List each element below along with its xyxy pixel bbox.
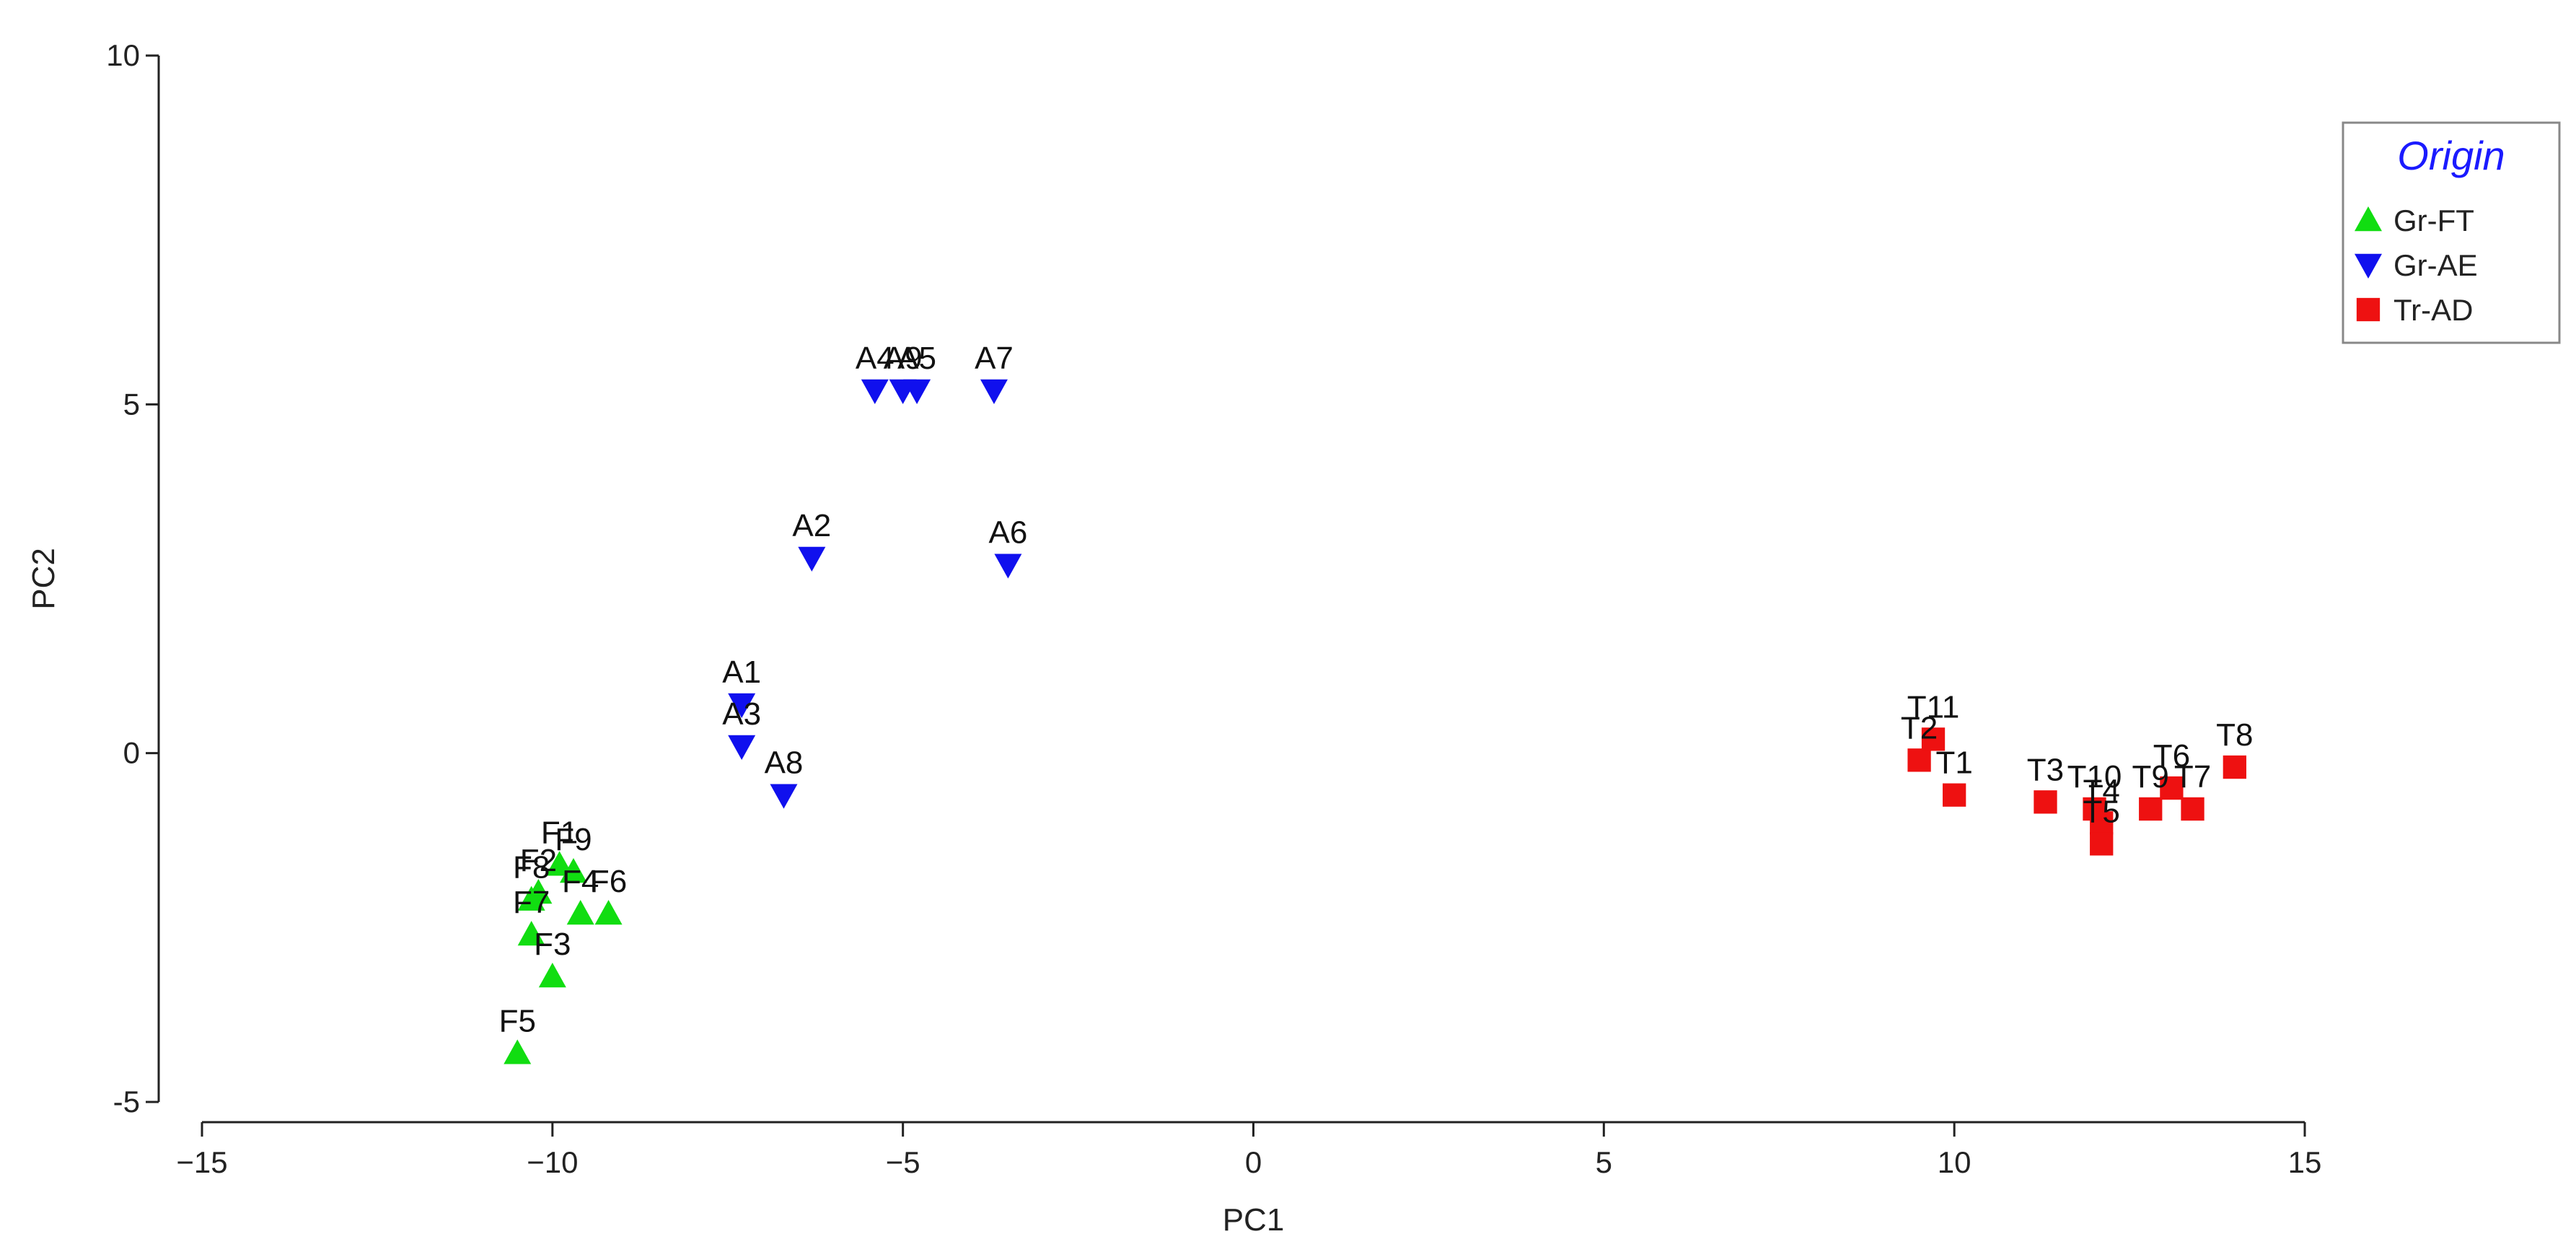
- point-label-a8: A8: [765, 745, 804, 781]
- data-point-f1: [545, 851, 573, 876]
- point-label-a7: A7: [975, 341, 1014, 376]
- point-label-f6: F6: [590, 864, 627, 899]
- point-label-f3: F3: [534, 927, 571, 962]
- point-label-t7: T7: [2174, 759, 2211, 795]
- data-point-t11: [1921, 727, 1946, 751]
- data-point-t6: [2160, 776, 2184, 800]
- y-tick-label: 10: [106, 38, 140, 72]
- data-point-a9: [889, 379, 917, 404]
- legend-label-gr-ft: Gr-FT: [2393, 204, 2474, 237]
- point-label-a5: A5: [897, 341, 936, 376]
- data-point-t1: [1943, 783, 1966, 807]
- point-label-t5: T5: [2083, 794, 2120, 829]
- data-point-f5: [504, 1039, 532, 1064]
- y-axis-title: PC2: [26, 548, 61, 610]
- data-point-a2: [798, 546, 826, 572]
- x-tick-label: 15: [2288, 1145, 2322, 1179]
- point-label-a3: A3: [722, 696, 761, 732]
- data-point-a1: [728, 693, 756, 718]
- x-tick-label: −5: [886, 1145, 920, 1179]
- point-label-a4: A4: [856, 341, 894, 376]
- data-point-f6: [594, 900, 623, 925]
- legend-label-gr-ae: Gr-AE: [2393, 248, 2478, 282]
- y-tick-label: -5: [113, 1085, 140, 1119]
- data-point-t10: [2083, 797, 2106, 821]
- point-label-f4: F4: [562, 864, 599, 899]
- point-label-f7: F7: [513, 885, 550, 920]
- legend-marker-tr-ad: [2356, 297, 2381, 322]
- data-point-t9: [2139, 797, 2163, 821]
- legend-label-tr-ad: Tr-AD: [2393, 293, 2473, 327]
- legend-items: Gr-FT Gr-AE Tr-AD: [2355, 204, 2478, 327]
- point-label-f1: F1: [541, 815, 578, 850]
- data-point-t7: [2181, 797, 2204, 821]
- point-label-t4: T4: [2083, 773, 2120, 808]
- point-label-a2: A2: [792, 508, 831, 543]
- data-point-t8: [2223, 755, 2246, 779]
- point-label-f9: F9: [555, 822, 592, 857]
- data-points: [504, 379, 2246, 1064]
- point-label-t6: T6: [2153, 738, 2190, 774]
- point-label-t11: T11: [1907, 689, 1960, 725]
- data-point-f4: [566, 900, 594, 925]
- y-tick-label: 0: [123, 736, 140, 770]
- y-tick-label: 5: [123, 387, 140, 421]
- data-point-a8: [770, 784, 798, 809]
- point-label-t8: T8: [2216, 717, 2253, 753]
- data-point-a7: [980, 379, 1008, 404]
- x-tick-label: 0: [1245, 1145, 1262, 1179]
- x-tick-label: −10: [527, 1145, 578, 1179]
- data-point-a6: [994, 554, 1022, 579]
- data-point-t3: [2034, 790, 2057, 814]
- data-point-t2: [1907, 748, 1931, 772]
- point-label-a9: A9: [884, 341, 923, 376]
- point-label-a1: A1: [722, 655, 761, 690]
- data-point-f3: [538, 963, 566, 988]
- point-label-t9: T9: [2132, 759, 2169, 795]
- x-tick-label: 10: [1938, 1145, 1971, 1179]
- point-label-t1: T1: [1935, 745, 1972, 781]
- point-label-f8: F8: [513, 850, 550, 885]
- point-label-f5: F5: [499, 1003, 536, 1038]
- data-point-a4: [861, 379, 889, 404]
- legend-marker-gr-ae: [2355, 253, 2382, 279]
- point-label-t10: T10: [2067, 759, 2122, 795]
- legend-marker-gr-ft: [2355, 206, 2382, 232]
- data-point-f8: [517, 885, 545, 911]
- legend-title: Origin: [2397, 133, 2505, 178]
- data-point-f7: [517, 921, 545, 946]
- y-axis-ticks: -5 0 5 10: [106, 38, 159, 1119]
- x-axis-title: PC1: [1223, 1202, 1285, 1238]
- data-point-f9: [559, 858, 587, 883]
- point-label-a6: A6: [989, 515, 1028, 551]
- point-label-t2: T2: [1901, 710, 1938, 745]
- data-point-a3: [728, 735, 756, 760]
- point-label-t3: T3: [2027, 752, 2064, 787]
- x-axis-ticks: −15 −10 −5 0 5 10 15: [176, 1122, 2321, 1179]
- x-tick-label: −15: [176, 1145, 227, 1179]
- x-tick-label: 5: [1596, 1145, 1612, 1179]
- point-label-f2: F2: [520, 843, 557, 878]
- legend: Origin Gr-FT Gr-AE Tr-AD: [2342, 121, 2561, 344]
- data-point-t5: [2090, 832, 2114, 856]
